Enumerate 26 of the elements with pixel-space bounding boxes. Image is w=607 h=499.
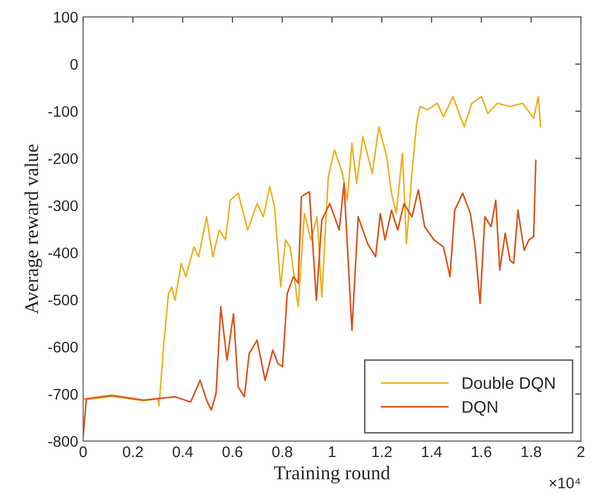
x-tick-label: 2 [577,446,584,458]
y-tick-label: 100 [54,12,78,23]
x-tick-label: 0.2 [122,446,143,458]
y-tick-label: -100 [48,106,78,117]
x-tick-label: 0.6 [222,446,242,458]
x-tick-label: 1.8 [522,446,542,458]
x-axis-title: Training round [274,466,390,484]
x-tick-label: 1.2 [372,446,392,458]
x-tick-label: 1.6 [472,446,492,458]
y-tick-label: 0 [70,58,78,70]
x-tick-label: 0.4 [172,446,193,458]
text: ×10⁴ [549,478,580,488]
legend-label: DQN [462,401,498,416]
x-tick-label: 0 [80,446,87,458]
x-tick-label: 1.4 [422,446,442,458]
y-axis-title: Average reward value [24,144,42,314]
y-tick-label: -700 [48,388,78,400]
y-tick-label: -800 [48,436,78,447]
y-tick-label: -500 [48,294,78,306]
y-tick-label: -600 [48,342,78,353]
legend-label: Double DQN [462,376,555,392]
x-tick-label: 0.8 [272,446,292,458]
y-tick-label: -400 [48,247,78,258]
x-tick-label: 1 [328,446,336,458]
y-tick-label: -200 [48,153,78,164]
y-tick-label: -300 [48,200,78,212]
